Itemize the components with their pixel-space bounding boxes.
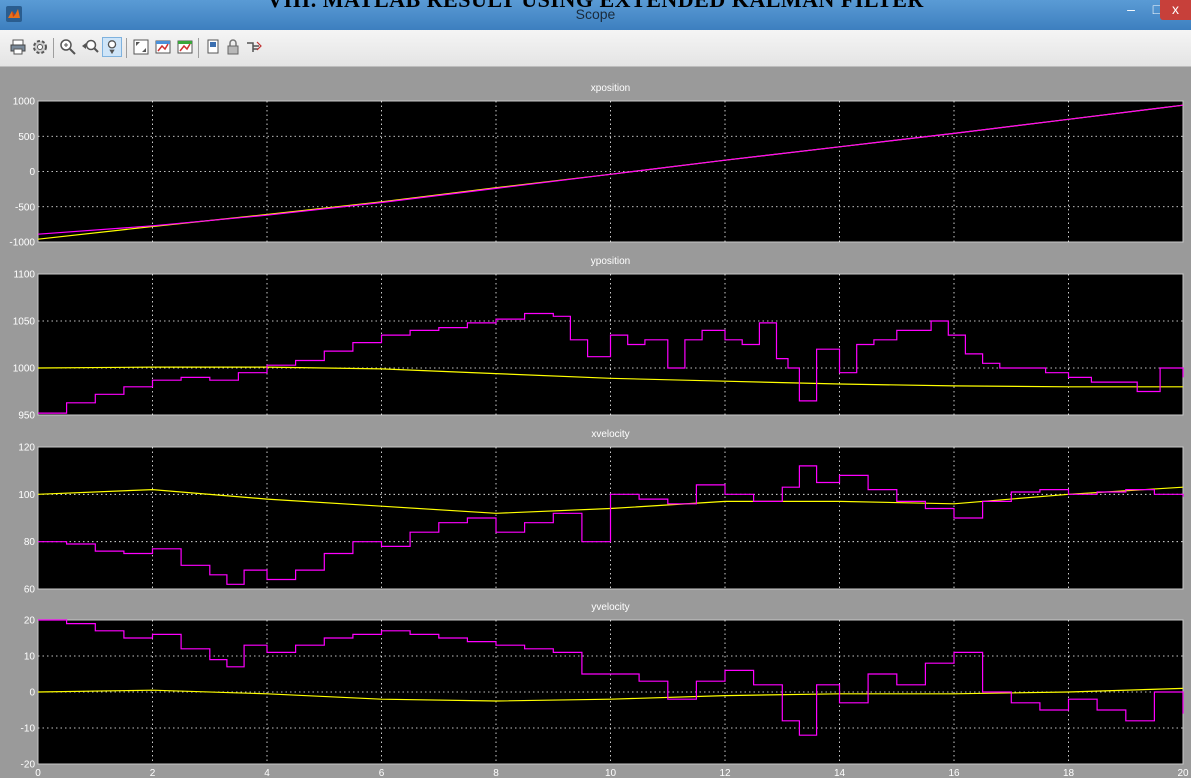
scope-axes-canvas: xposition10005000-500-1000yposition11001… bbox=[9, 83, 1189, 779]
lock-axes-icon bbox=[227, 39, 239, 55]
close-button[interactable]: x bbox=[1160, 0, 1191, 20]
x-tick-label: 2 bbox=[150, 768, 156, 778]
y-tick-label: 0 bbox=[29, 688, 35, 699]
y-tick-label: 500 bbox=[18, 132, 35, 143]
zoom-in-button[interactable] bbox=[58, 37, 78, 57]
x-tick-label: 4 bbox=[264, 768, 270, 778]
minimize-button[interactable]: – bbox=[1127, 1, 1135, 17]
axes-title: yvelocity bbox=[591, 602, 629, 613]
y-tick-label: -500 bbox=[15, 202, 35, 213]
zoom-in-icon bbox=[60, 39, 76, 55]
restore-axes-settings-icon bbox=[177, 40, 193, 54]
scope-display: xposition 1000 500 0 -500 -1000 yposition 1100 1… bbox=[0, 67, 1191, 779]
axes-title: yposition bbox=[591, 256, 630, 267]
scope-toolbar bbox=[0, 30, 1191, 67]
x-tick-label: 20 bbox=[1177, 768, 1189, 778]
y-tick-label: -1000 bbox=[9, 238, 35, 249]
axes-title: xvelocity bbox=[591, 429, 629, 440]
y-tick-label: 100 bbox=[18, 490, 35, 501]
restore-axes-settings-button[interactable] bbox=[175, 37, 195, 57]
truth-series-line bbox=[37, 687, 1184, 702]
y-tick-label: -20 bbox=[21, 760, 36, 771]
y-tick-label: 1000 bbox=[13, 364, 36, 375]
autoscale-button[interactable] bbox=[131, 37, 151, 57]
estimate-series-line bbox=[38, 619, 1184, 736]
x-tick-label: 12 bbox=[719, 768, 731, 778]
floating-scope-icon bbox=[207, 39, 219, 54]
signal-selector-icon bbox=[247, 41, 262, 52]
zoom-x-button[interactable] bbox=[80, 37, 100, 57]
print-button[interactable] bbox=[8, 37, 28, 57]
truth-series-line bbox=[37, 366, 1183, 388]
zoom-y-icon bbox=[107, 40, 117, 55]
y-tick-label: 10 bbox=[24, 652, 36, 663]
x-tick-label: 0 bbox=[35, 768, 41, 778]
axes-title: xposition bbox=[591, 83, 630, 94]
matlab-logo-icon bbox=[6, 6, 22, 22]
y-tick-label: 1050 bbox=[13, 317, 36, 328]
maximize-button[interactable]: □ bbox=[1152, 1, 1162, 17]
y-tick-label: 1100 bbox=[13, 270, 35, 281]
y-tick-label: 60 bbox=[24, 585, 36, 596]
parameters-button[interactable] bbox=[30, 37, 50, 57]
autoscale-icon bbox=[133, 39, 149, 55]
x-tick-label: 14 bbox=[834, 768, 846, 778]
zoom-x-icon bbox=[82, 39, 99, 53]
x-tick-label: 16 bbox=[948, 768, 960, 778]
zoom-y-button[interactable] bbox=[102, 37, 122, 57]
print-icon bbox=[10, 39, 26, 55]
window-title: Scope bbox=[575, 6, 616, 22]
x-tick-label: 6 bbox=[379, 768, 385, 778]
save-axes-settings-button[interactable] bbox=[153, 37, 173, 57]
title-bar: Scope – □ x bbox=[0, 0, 1191, 30]
y-tick-label: -10 bbox=[21, 724, 36, 735]
y-tick-label: 1000 bbox=[13, 97, 36, 108]
parameters-icon bbox=[33, 40, 47, 54]
y-tick-label: 0 bbox=[29, 167, 35, 178]
y-tick-label: 20 bbox=[24, 616, 36, 627]
y-tick-label: 950 bbox=[18, 411, 35, 422]
lock-axes-button[interactable] bbox=[223, 37, 243, 57]
y-tick-label: 80 bbox=[24, 537, 36, 548]
signal-selector-button[interactable] bbox=[243, 37, 263, 57]
estimate-series-line bbox=[38, 465, 1184, 585]
save-axes-settings-icon bbox=[155, 40, 171, 54]
y-tick-label: 120 bbox=[18, 443, 35, 454]
x-tick-label: 10 bbox=[605, 768, 617, 778]
estimate-series-line bbox=[38, 312, 1184, 414]
estimate-series-line bbox=[37, 104, 1184, 235]
x-tick-label: 18 bbox=[1063, 768, 1075, 778]
floating-scope-button[interactable] bbox=[203, 37, 223, 57]
x-tick-label: 8 bbox=[493, 768, 499, 778]
